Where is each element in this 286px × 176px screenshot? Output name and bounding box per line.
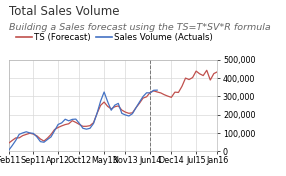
- Legend: TS (Forecast), Sales Volume (Actuals): TS (Forecast), Sales Volume (Actuals): [13, 29, 217, 45]
- Text: Total Sales Volume: Total Sales Volume: [9, 5, 119, 18]
- Text: Building a Sales forecast using the TS=T*SV*R formula: Building a Sales forecast using the TS=T…: [9, 23, 270, 32]
